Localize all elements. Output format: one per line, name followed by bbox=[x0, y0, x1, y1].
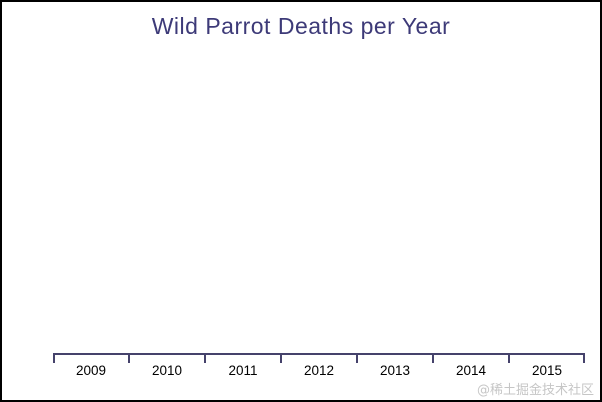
x-tick-label: 2010 bbox=[151, 363, 183, 378]
x-axis-tick bbox=[432, 354, 434, 363]
chart-title: Wild Parrot Deaths per Year bbox=[151, 13, 451, 39]
watermark: @稀土掘金技术社区 bbox=[476, 383, 594, 398]
x-tick-label: 2013 bbox=[379, 363, 411, 378]
x-axis-tick bbox=[128, 354, 130, 363]
x-tick-label: 2014 bbox=[455, 363, 487, 378]
x-tick-label: 2012 bbox=[303, 363, 335, 378]
x-axis-ticks bbox=[53, 354, 585, 363]
x-axis-tick bbox=[583, 354, 585, 363]
x-axis: 2009 2010 2011 2012 2013 2014 2015 bbox=[53, 353, 585, 378]
x-axis-tick bbox=[204, 354, 206, 363]
x-axis-labels: 2009 2010 2011 2012 2013 2014 2015 bbox=[53, 363, 585, 378]
x-tick-label: 2015 bbox=[531, 363, 563, 378]
x-axis-tick bbox=[356, 354, 358, 363]
x-axis-tick bbox=[53, 354, 55, 363]
x-axis-line bbox=[53, 353, 585, 355]
x-tick-label: 2011 bbox=[228, 363, 258, 378]
x-tick-label: 2009 bbox=[75, 363, 107, 378]
x-axis-tick bbox=[508, 354, 510, 363]
plot-area bbox=[53, 50, 585, 354]
x-axis-tick bbox=[280, 354, 282, 363]
